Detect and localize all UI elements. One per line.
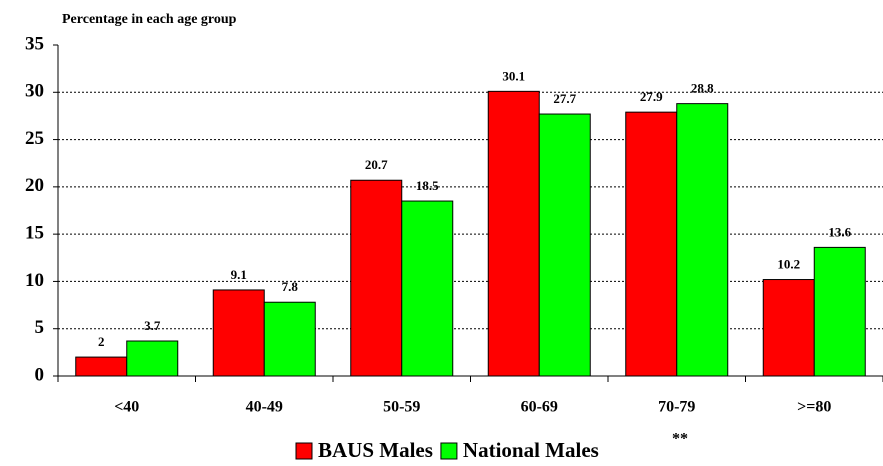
value-label: 27.7: [553, 91, 576, 106]
value-label: 28.8: [691, 81, 714, 96]
y-tick-label: 35: [25, 33, 44, 54]
bar: [350, 179, 403, 377]
y-tick-label: 30: [25, 81, 44, 102]
value-label: 7.8: [282, 279, 299, 294]
legend-swatch: [440, 442, 458, 460]
y-tick-label: 15: [25, 223, 44, 244]
legend-label: BAUS Males: [318, 438, 433, 462]
legend-label: National Males: [463, 438, 599, 462]
value-label: 13.6: [828, 224, 851, 239]
x-tick-label: 40-49: [246, 399, 283, 416]
value-label: 20.7: [365, 157, 388, 172]
bar: [75, 356, 128, 377]
y-tick-label: 10: [25, 270, 44, 291]
y-axis-label: Percentage in each age group: [62, 12, 237, 27]
value-label: 27.9: [640, 89, 663, 104]
y-tick-label: 0: [35, 364, 45, 385]
bar: [813, 246, 866, 377]
value-label: 30.1: [502, 68, 525, 83]
value-label: 9.1: [231, 267, 247, 282]
bar: [762, 279, 815, 377]
x-tick-label: 50-59: [383, 399, 420, 416]
x-tick-label: 70-79: [658, 399, 695, 416]
bar: [401, 200, 454, 377]
y-tick-label: 25: [25, 128, 44, 149]
bar: [263, 301, 316, 377]
x-tick-label: 60-69: [521, 399, 558, 416]
bar: [212, 289, 265, 377]
x-tick-label: <40: [114, 399, 139, 416]
bar: [126, 340, 179, 377]
bar: [538, 113, 591, 377]
bar: [487, 90, 540, 377]
value-label: 2: [98, 334, 105, 349]
x-tick-label: >=80: [797, 399, 831, 416]
bar: [676, 103, 729, 377]
annotation: **: [672, 431, 688, 448]
legend-swatch: [295, 442, 313, 460]
y-tick-label: 20: [25, 175, 44, 196]
y-tick-label: 5: [35, 317, 45, 338]
value-label: 18.5: [416, 178, 439, 193]
value-label: 3.7: [144, 318, 161, 333]
bar: [625, 111, 678, 377]
value-label: 10.2: [777, 257, 800, 272]
